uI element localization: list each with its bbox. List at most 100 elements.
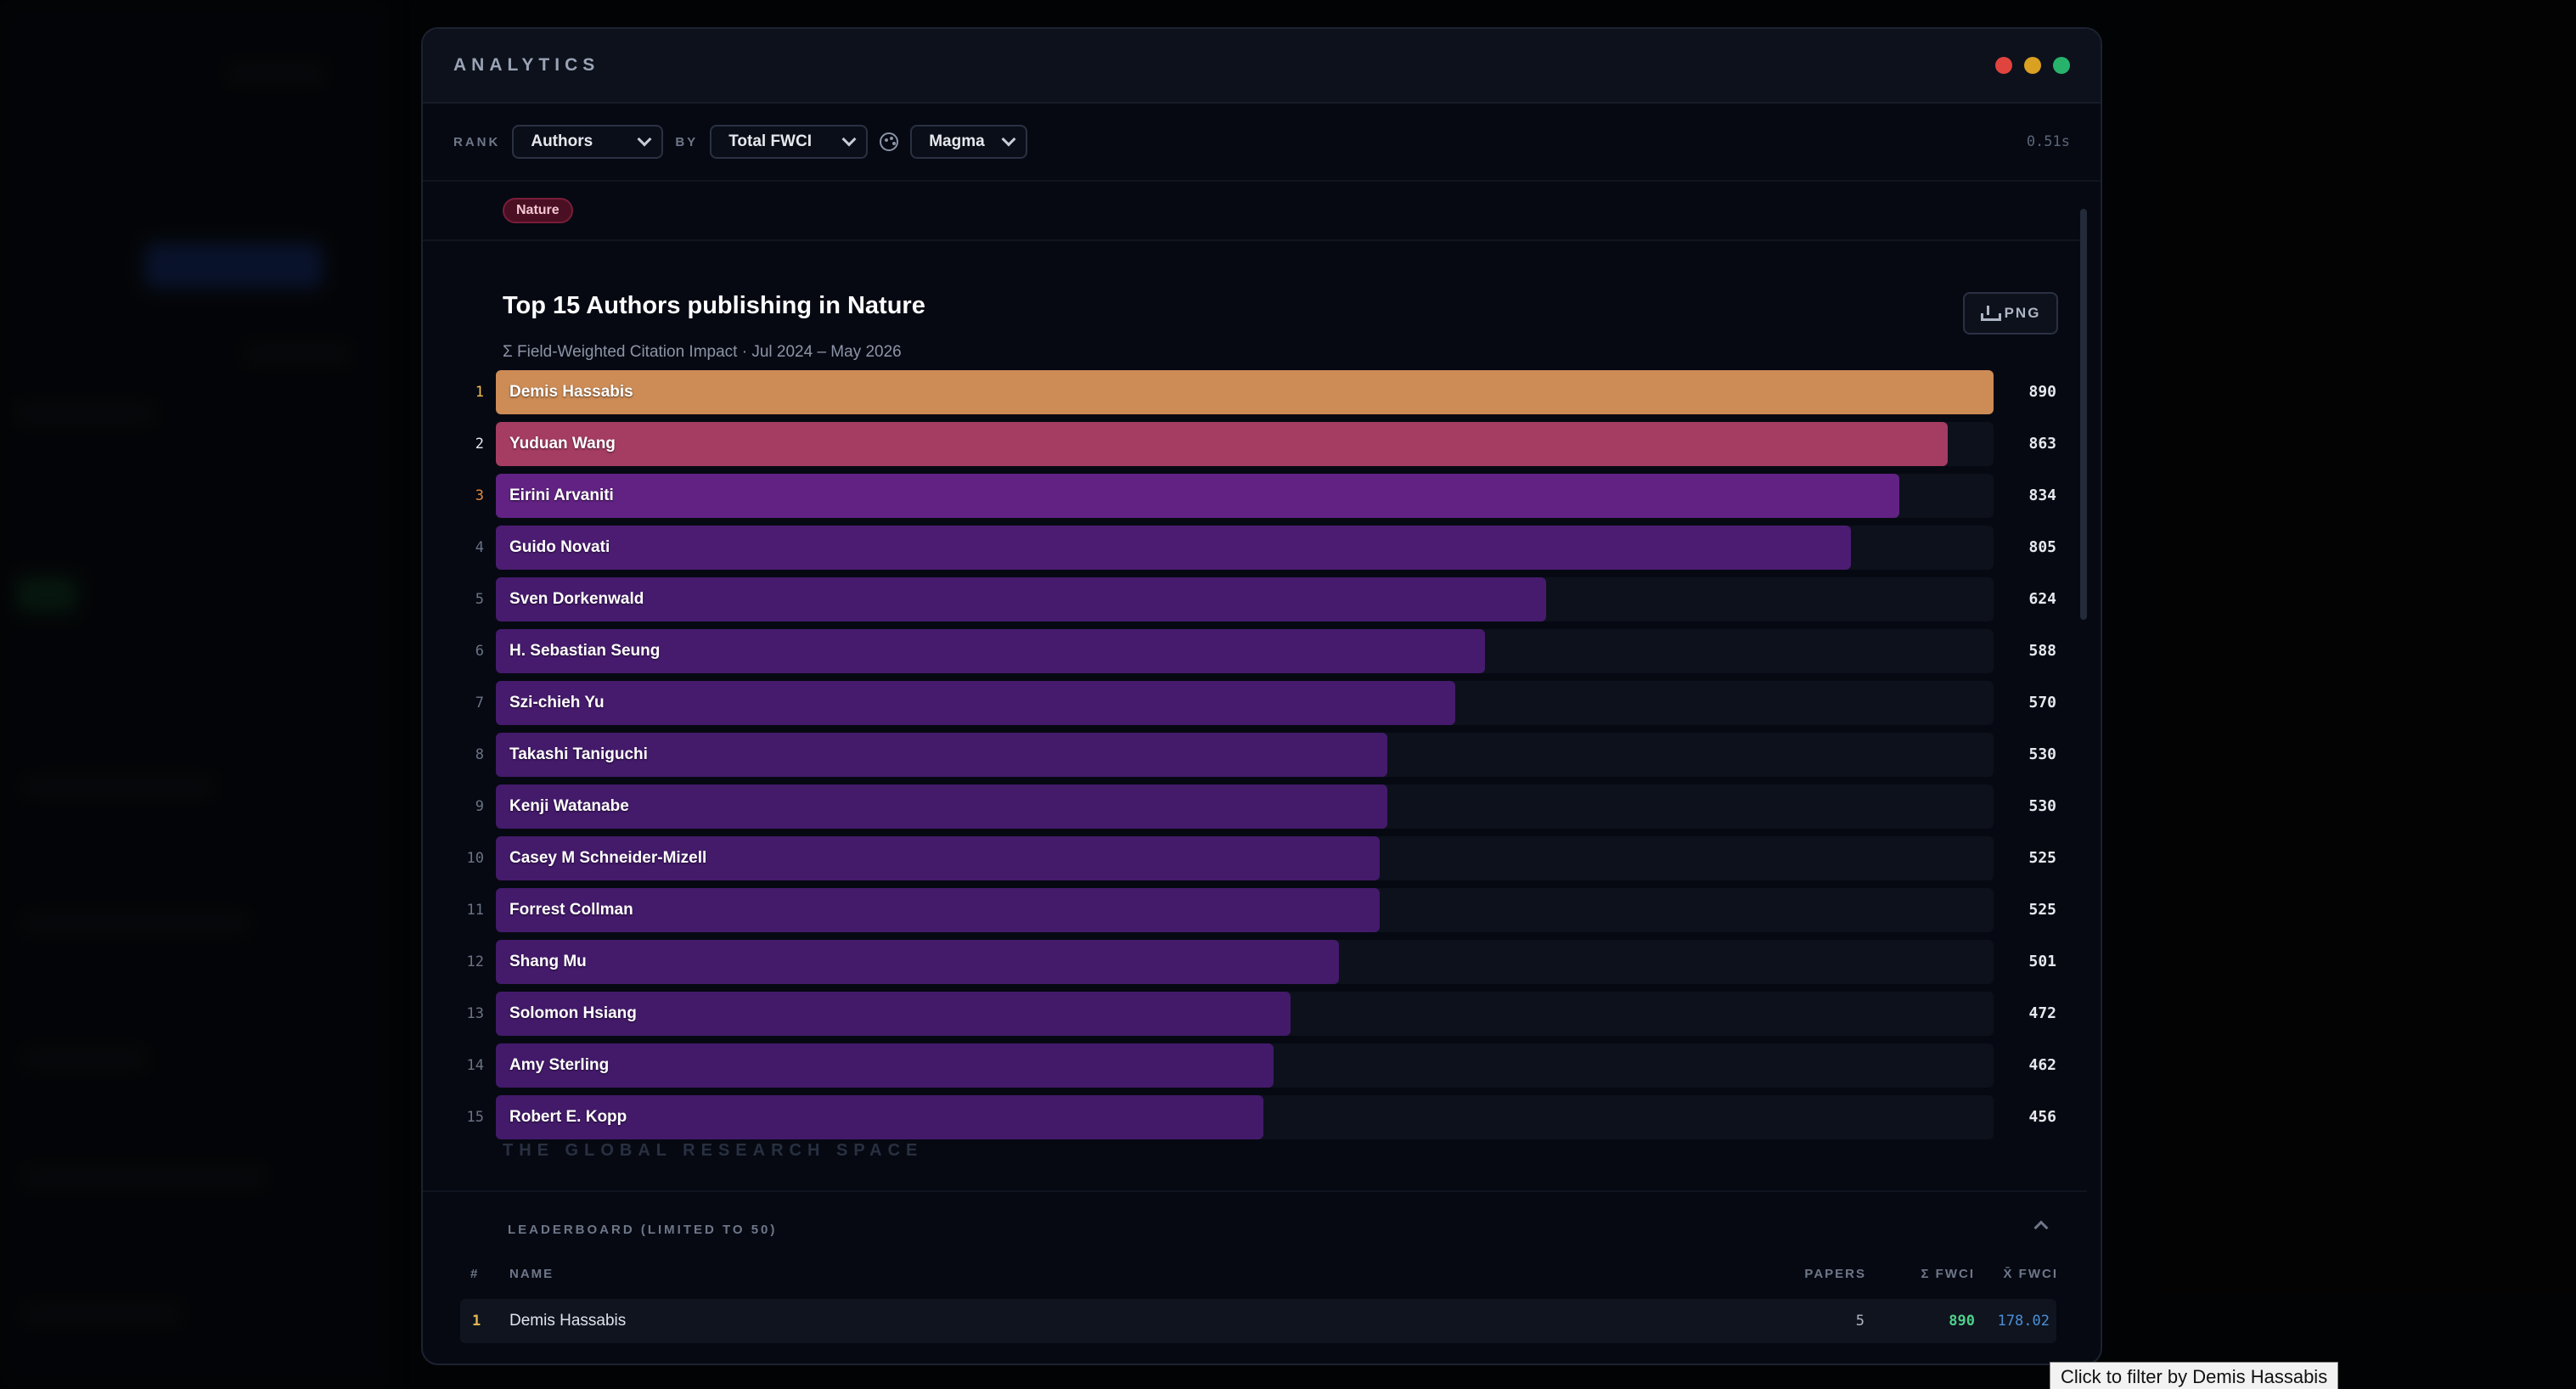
background-active-item [144,243,323,289]
row-total-fwci: 890 [1949,1313,1975,1330]
bar-track: Robert E. Kopp [496,1095,1994,1139]
chevron-up-icon[interactable] [2033,1220,2049,1235]
bar-value: 570 [2028,694,2056,711]
bar[interactable] [496,733,1387,777]
bar[interactable] [496,526,1851,570]
bar[interactable] [496,474,1899,518]
analytics-modal: ANALYTICS RANK Authors BY Total FWCI Mag… [421,27,2102,1365]
bar[interactable] [496,681,1455,725]
scrollbar[interactable] [2080,209,2087,620]
row-papers: 5 [1855,1313,1865,1330]
bar-rank: 11 [466,902,484,919]
bar-row[interactable]: 14 Amy Sterling 462 [423,1043,2087,1088]
bar[interactable] [496,888,1380,932]
background-line [246,348,348,360]
active-filters: Nature [423,182,2087,241]
column-rank: # [470,1267,480,1281]
filter-tag[interactable]: Nature [503,198,573,223]
maximize-button[interactable] [2053,57,2070,74]
bar-rank: 10 [466,850,484,867]
palette-select[interactable]: Magma [910,125,1028,159]
rank-label: RANK [453,134,501,149]
bar-row[interactable]: 7 Szi-chieh Yu 570 [423,681,2087,725]
bar-label: Demis Hassabis [509,383,633,401]
bar-track: Eirini Arvaniti [496,474,1994,518]
bar[interactable] [496,1043,1274,1088]
bar[interactable] [496,992,1291,1036]
bar-row[interactable]: 3 Eirini Arvaniti 834 [423,474,2087,518]
bar[interactable] [496,370,1994,414]
chart-subtitle: Σ Field-Weighted Citation Impact · Jul 2… [503,343,902,361]
column-total-fwci[interactable]: Σ FWCI [1921,1267,1975,1281]
bar-label: Takashi Taniguchi [509,745,648,763]
bar-row[interactable]: 10 Casey M Schneider-Mizell 525 [423,836,2087,880]
bar-row[interactable]: 11 Forrest Collman 525 [423,888,2087,932]
bar-row[interactable]: 4 Guido Novati 805 [423,526,2087,570]
bar-value: 525 [2028,901,2056,919]
row-name: Demis Hassabis [509,1312,627,1330]
chevron-down-icon [841,132,857,147]
download-icon [1980,306,2001,321]
background-line [229,68,323,80]
table-row[interactable]: 1 Demis Hassabis 5 890 178.02 [460,1299,2056,1343]
bar[interactable] [496,940,1339,984]
rank-select[interactable]: Authors [512,125,664,159]
bar-row[interactable]: 2 Yuduan Wang 863 [423,422,2087,466]
leaderboard-header: LEADERBOARD (LIMITED TO 50) [508,1223,778,1237]
content-area: Nature Top 15 Authors publishing in Natu… [423,182,2087,1364]
bar-row[interactable]: 1 Demis Hassabis 890 [423,370,2087,414]
bar-track: H. Sebastian Seung [496,629,1994,673]
bar-value: 530 [2028,745,2056,763]
background-sidebar [0,0,391,1389]
palette-icon [880,132,899,151]
bar-label: Sven Dorkenwald [509,590,644,608]
toolbar: RANK Authors BY Total FWCI Magma 0.51s [423,104,2101,182]
leaderboard: LEADERBOARD (LIMITED TO 50) # NAME PAPER… [423,1190,2087,1364]
metric-select[interactable]: Total FWCI [710,125,869,159]
export-png-label: PNG [2004,305,2041,321]
bar-label: Solomon Hsiang [509,1004,637,1022]
bar[interactable] [496,577,1546,621]
bar-row[interactable]: 8 Takashi Taniguchi 530 [423,733,2087,777]
chevron-down-icon [1001,132,1016,147]
close-button[interactable] [1995,57,2012,74]
background-line [25,1053,144,1065]
column-mean-fwci[interactable]: X̄ FWCI [2003,1267,2058,1281]
column-name: NAME [509,1267,554,1281]
column-papers[interactable]: PAPERS [1804,1267,1866,1281]
bar[interactable] [496,629,1485,673]
bar-value: 834 [2028,486,2056,504]
bar-rank: 14 [466,1057,484,1074]
bar-label: Guido Novati [509,538,610,556]
bar[interactable] [496,422,1948,466]
background-line [25,781,212,793]
export-png-button[interactable]: PNG [1963,292,2058,335]
bar-value: 525 [2028,849,2056,867]
minimize-button[interactable] [2024,57,2041,74]
bar[interactable] [496,1095,1263,1139]
bar-row[interactable]: 15 Robert E. Kopp 456 [423,1095,2087,1139]
bar-row[interactable]: 9 Kenji Watanabe 530 [423,784,2087,829]
row-rank: 1 [472,1313,481,1330]
bar-track: Takashi Taniguchi [496,733,1994,777]
bar-rank: 5 [475,591,484,608]
bar-rank: 3 [475,487,484,504]
bar-row[interactable]: 5 Sven Dorkenwald 624 [423,577,2087,621]
bar-rank: 2 [475,436,484,453]
bar-value: 501 [2028,953,2056,970]
bar-label: Eirini Arvaniti [509,486,614,504]
bar-value: 588 [2028,642,2056,660]
bar-track: Yuduan Wang [496,422,1994,466]
bar-row[interactable]: 12 Shang Mu 501 [423,940,2087,984]
bar-rank: 9 [475,798,484,815]
bar-row[interactable]: 13 Solomon Hsiang 472 [423,992,2087,1036]
bar[interactable] [496,836,1380,880]
bar-value: 863 [2028,435,2056,453]
bar-track: Casey M Schneider-Mizell [496,836,1994,880]
bar-rank: 15 [466,1109,484,1126]
bar[interactable] [496,784,1387,829]
bar-row[interactable]: 6 H. Sebastian Seung 588 [423,629,2087,673]
bar-value: 890 [2028,383,2056,401]
bar-label: Shang Mu [509,953,587,970]
